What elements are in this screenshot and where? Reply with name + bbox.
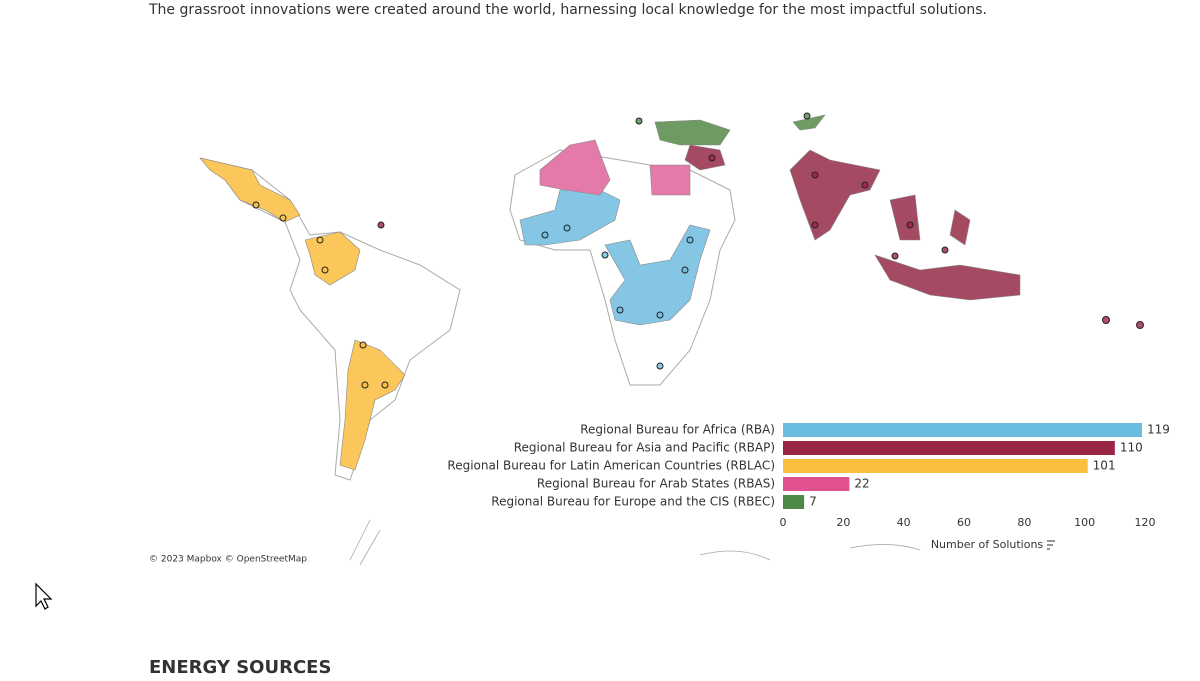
- category-label: Regional Bureau for Asia and Pacific (RB…: [514, 441, 775, 455]
- middle-east: [684, 144, 726, 171]
- value-label: 7: [809, 495, 817, 509]
- europe: [654, 119, 731, 146]
- dot: [811, 221, 819, 229]
- x-tick-label: 80: [1017, 516, 1031, 529]
- dot: [686, 236, 694, 244]
- west-africa: [519, 189, 621, 246]
- map-attribution: © 2023 Mapbox © OpenStreetMap: [149, 555, 307, 565]
- map-dots: [252, 112, 1144, 389]
- value-label: 119: [1147, 423, 1170, 437]
- intro-text: The grassroot innovations were created a…: [148, 2, 987, 18]
- category-label: Regional Bureau for Latin American Count…: [447, 459, 775, 473]
- x-tick-label: 60: [957, 516, 971, 529]
- dot: [359, 341, 367, 349]
- dot: [861, 181, 869, 189]
- dot: [635, 117, 643, 125]
- dot: [803, 112, 811, 120]
- egypt: [649, 164, 691, 196]
- dot: [708, 154, 716, 162]
- americas: [199, 157, 461, 481]
- bar: [783, 477, 850, 491]
- value-label: 22: [854, 477, 869, 491]
- dot: [316, 236, 324, 244]
- dot: [1102, 316, 1110, 324]
- dot: [1136, 321, 1144, 329]
- dot: [891, 252, 899, 260]
- x-axis-label: Number of Solutions: [931, 538, 1044, 551]
- mexico: [199, 157, 301, 223]
- dot: [811, 171, 819, 179]
- dot: [563, 224, 571, 232]
- southeast-asia: [889, 194, 921, 241]
- dot: [541, 231, 549, 239]
- central-asia: [792, 114, 826, 131]
- dot: [601, 251, 609, 259]
- dot: [616, 306, 624, 314]
- value-label: 101: [1093, 459, 1116, 473]
- bar-chart: Number of Solutions 0 20 40 60 80 100 120 Regio…: [447, 423, 1169, 552]
- x-tick-label: 20: [836, 516, 850, 529]
- x-tick-label: 40: [897, 516, 911, 529]
- algeria: [539, 139, 611, 196]
- x-tick-label: 120: [1135, 516, 1156, 529]
- sort-icon[interactable]: [1047, 540, 1055, 550]
- bar: [783, 495, 805, 509]
- dot: [681, 266, 689, 274]
- dot: [252, 201, 260, 209]
- bar: [783, 441, 1115, 455]
- indonesia: [874, 254, 1021, 301]
- x-tick-label: 0: [780, 516, 787, 529]
- dot: [941, 246, 949, 254]
- category-label: Regional Bureau for Europe and the CIS (…: [491, 495, 775, 509]
- dot: [906, 221, 914, 229]
- bar: [783, 459, 1088, 473]
- east-africa: [604, 224, 711, 326]
- dot: [321, 266, 329, 274]
- map: [199, 112, 1144, 566]
- category-label: Regional Bureau for Arab States (RBAS): [537, 477, 775, 491]
- dot: [381, 381, 389, 389]
- category-label: Regional Bureau for Africa (RBA): [580, 423, 775, 437]
- map-coast: [349, 519, 921, 566]
- colombia: [304, 231, 361, 286]
- philippines: [949, 209, 971, 246]
- dot: [656, 362, 664, 370]
- dot: [279, 214, 287, 222]
- x-tick-label: 100: [1074, 516, 1095, 529]
- bar: [783, 423, 1142, 437]
- mouse-cursor: [35, 582, 53, 610]
- dot: [377, 221, 385, 229]
- dot: [361, 381, 369, 389]
- argentina: [339, 339, 406, 471]
- value-label: 110: [1120, 441, 1143, 455]
- india: [789, 149, 881, 241]
- dot: [656, 311, 664, 319]
- section-heading: ENERGY SOURCES: [149, 657, 331, 678]
